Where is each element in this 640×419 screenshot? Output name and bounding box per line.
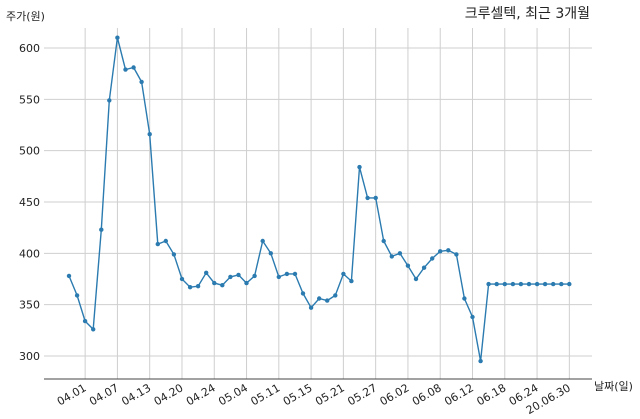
data-point <box>292 271 298 277</box>
data-point <box>228 274 233 280</box>
data-point <box>187 285 193 290</box>
data-point <box>333 293 338 298</box>
x-tick-label: 05.21 <box>313 381 347 408</box>
data-point <box>91 327 96 332</box>
data-point <box>567 281 572 287</box>
data-point <box>107 98 112 103</box>
y-tick-label: 400 <box>19 247 40 260</box>
data-point <box>99 227 104 232</box>
x-tick-label: 04.13 <box>119 381 153 408</box>
data-point <box>284 271 290 277</box>
data-point <box>454 252 459 257</box>
data-point <box>405 263 411 268</box>
x-tick-labels: 04.0104.0704.1304.2004.2405.0405.1105.15… <box>55 381 573 417</box>
data-point <box>139 79 144 85</box>
data-point <box>365 195 370 201</box>
data-point <box>430 256 435 261</box>
x-tick-label: 06.12 <box>442 381 476 408</box>
y-tick-label: 300 <box>19 350 40 363</box>
data-point <box>123 67 128 72</box>
data-point <box>268 251 273 256</box>
data-point <box>260 238 265 244</box>
x-tick-label: 05.27 <box>345 381 379 408</box>
x-tick-label: 04.24 <box>184 381 218 408</box>
data-point <box>171 252 177 257</box>
data-point <box>74 293 80 298</box>
data-point <box>244 280 249 286</box>
data-point <box>236 272 241 278</box>
data-point <box>510 281 516 287</box>
data-point <box>115 35 120 40</box>
y-axis-label: 주가(원) <box>6 10 45 23</box>
y-tick-label: 450 <box>19 196 40 209</box>
x-tick-label: 05.04 <box>216 381 250 408</box>
y-tick-label: 550 <box>19 93 40 106</box>
data-point <box>147 132 152 137</box>
y-tick-label: 500 <box>19 145 40 158</box>
y-tick-labels: 300 350 400 450 500 550 600 <box>19 42 40 363</box>
data-point <box>220 283 225 288</box>
y-tick-label: 350 <box>19 299 40 312</box>
data-point <box>325 298 330 303</box>
data-point <box>66 273 72 279</box>
data-point <box>308 305 314 310</box>
data-point <box>446 248 451 253</box>
data-point <box>486 281 491 287</box>
x-tick-label: 04.07 <box>87 381 121 408</box>
x-tick-label: 04.01 <box>55 381 89 408</box>
data-point <box>551 281 556 287</box>
data-point <box>212 280 217 286</box>
data-point <box>373 195 378 201</box>
data-point <box>559 281 564 287</box>
data-point <box>397 251 403 256</box>
data-point <box>502 281 507 287</box>
data-point <box>276 274 281 280</box>
data-point <box>534 281 540 287</box>
data-point <box>317 296 322 301</box>
x-tick-label: 06.18 <box>475 381 509 408</box>
data-point <box>438 249 443 254</box>
price-line <box>68 37 570 362</box>
data-point <box>381 238 386 244</box>
data-point <box>300 291 306 296</box>
data-point <box>462 296 467 301</box>
data-point <box>542 281 548 287</box>
data-point <box>470 314 475 320</box>
x-tick-label: 06.02 <box>378 381 412 408</box>
data-point <box>478 358 483 364</box>
x-axis-label: 날짜(일) <box>594 379 633 393</box>
data-point <box>349 278 354 284</box>
data-point <box>341 271 346 277</box>
data-point <box>131 65 136 70</box>
data-point <box>413 276 419 282</box>
x-tick-label: 05.15 <box>281 381 315 408</box>
chart-title: 크루셀텍, 최근 3개월 <box>465 6 590 22</box>
x-tick-label: 05.11 <box>249 381 283 408</box>
data-point <box>82 318 88 324</box>
price-points <box>66 35 572 364</box>
data-point <box>204 270 209 275</box>
x-tick-label: 06.08 <box>410 381 444 408</box>
data-point <box>155 241 160 247</box>
grid-lines <box>44 28 592 379</box>
data-point <box>526 281 532 287</box>
data-point <box>179 276 185 282</box>
data-point <box>421 265 427 270</box>
x-tick-label: 04.20 <box>152 381 186 408</box>
data-point <box>195 284 201 289</box>
data-point <box>494 281 499 287</box>
data-point <box>163 238 168 244</box>
data-point <box>252 273 257 279</box>
y-tick-label: 600 <box>19 42 40 55</box>
data-point <box>357 164 362 170</box>
data-point <box>389 254 394 259</box>
data-point <box>518 281 524 287</box>
